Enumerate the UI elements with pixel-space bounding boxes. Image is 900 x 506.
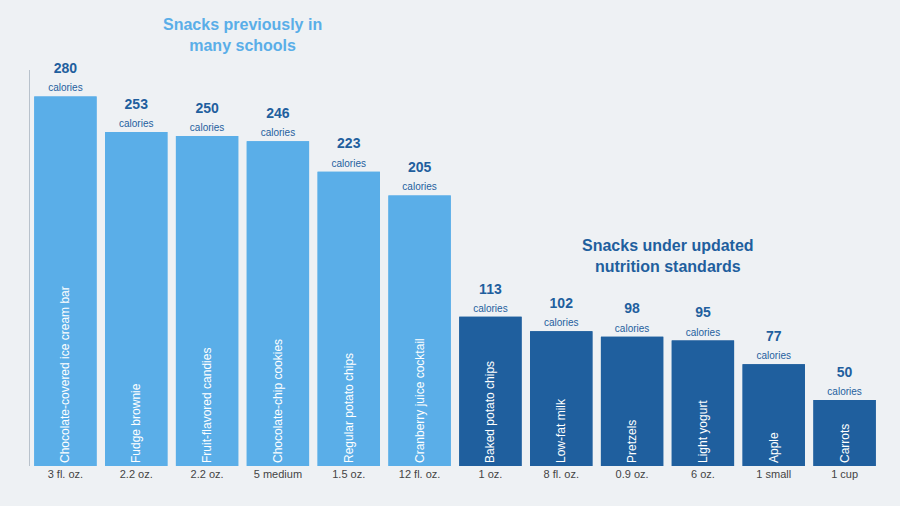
svg-text:Low-fat milk: Low-fat milk (554, 398, 568, 463)
svg-text:Baked potato chips: Baked potato chips (483, 361, 497, 463)
svg-text:1 cup: 1 cup (831, 468, 858, 480)
svg-text:Snacks under updatednutrition: Snacks under updatednutrition standards (582, 237, 754, 275)
svg-text:95calories: 95calories (686, 304, 720, 337)
svg-text:12 fl. oz.: 12 fl. oz. (399, 468, 441, 480)
svg-text:Chocolate-chip cookies: Chocolate-chip cookies (271, 339, 285, 463)
svg-text:Light yogurt: Light yogurt (696, 400, 710, 463)
svg-text:5 medium: 5 medium (254, 468, 302, 480)
svg-text:0.9 oz.: 0.9 oz. (616, 468, 649, 480)
svg-text:246calories: 246calories (261, 105, 295, 138)
svg-text:3 fl. oz.: 3 fl. oz. (48, 468, 83, 480)
svg-text:223calories: 223calories (332, 135, 366, 168)
svg-text:77calories: 77calories (757, 328, 791, 361)
svg-text:102calories: 102calories (544, 295, 578, 328)
svg-text:Fruit-flavored candies: Fruit-flavored candies (200, 348, 214, 463)
svg-text:1 small: 1 small (756, 468, 791, 480)
svg-text:2.2 oz.: 2.2 oz. (191, 468, 224, 480)
svg-text:2.2 oz.: 2.2 oz. (120, 468, 153, 480)
svg-text:50calories: 50calories (827, 364, 861, 397)
svg-text:1.5 oz.: 1.5 oz. (332, 468, 365, 480)
svg-text:8 fl. oz.: 8 fl. oz. (544, 468, 579, 480)
svg-text:280calories: 280calories (48, 60, 82, 93)
svg-text:Apple: Apple (767, 432, 781, 463)
svg-text:250calories: 250calories (190, 100, 224, 133)
svg-text:98calories: 98calories (615, 300, 649, 333)
svg-text:Fudge brownie: Fudge brownie (129, 383, 143, 463)
svg-text:1 oz.: 1 oz. (478, 468, 502, 480)
svg-text:253calories: 253calories (119, 96, 153, 129)
svg-text:6 oz.: 6 oz. (691, 468, 715, 480)
svg-text:Cranberry juice cocktail: Cranberry juice cocktail (413, 338, 427, 463)
svg-text:113calories: 113calories (473, 281, 507, 314)
svg-text:Carrots: Carrots (838, 424, 852, 463)
svg-text:Pretzels: Pretzels (625, 420, 639, 463)
svg-text:Regular potato chips: Regular potato chips (342, 353, 356, 463)
svg-text:Snacks previously inmany schoo: Snacks previously inmany schools (163, 16, 322, 54)
svg-text:Chocolate-covered ice cream ba: Chocolate-covered ice cream bar (58, 286, 72, 463)
svg-text:205calories: 205calories (402, 159, 436, 192)
